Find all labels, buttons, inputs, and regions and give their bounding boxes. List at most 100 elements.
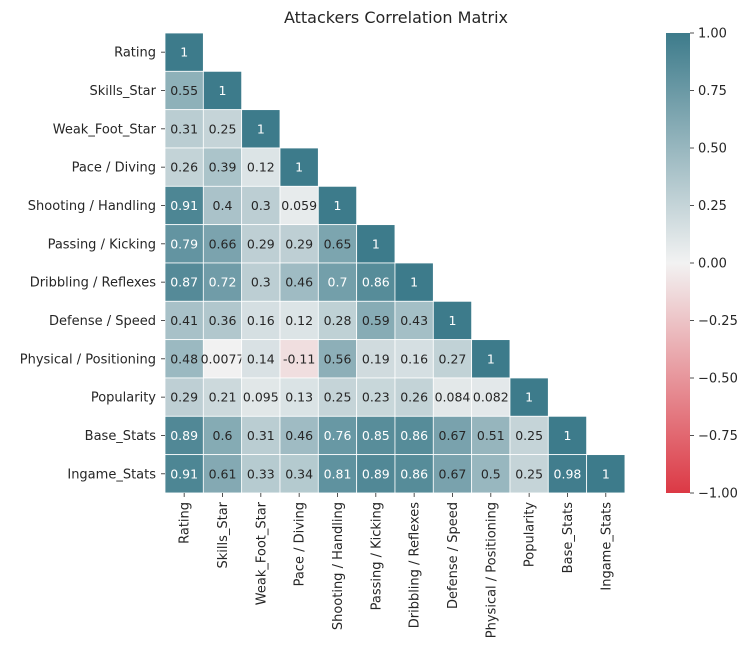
cell-value-label: 0.28	[324, 313, 352, 328]
heatmap-cell	[279, 415, 319, 456]
heatmap-cell	[202, 185, 243, 226]
colorbar-tick-label: 0.25	[698, 199, 727, 214]
heatmap-cell	[432, 454, 473, 494]
cell-value-label: 0.059	[281, 198, 317, 213]
cell-value-label: 1	[372, 236, 380, 251]
cell-value-label: 0.67	[439, 428, 467, 443]
cell-value-label: 0.66	[209, 236, 237, 251]
cell-value-label: -0.11	[283, 351, 315, 366]
cell-value-label: 0.12	[285, 313, 313, 328]
cell-value-label: 0.5	[481, 466, 501, 481]
cell-value-label: 0.26	[400, 390, 428, 405]
heatmap-cell	[394, 454, 434, 494]
column-label: Weak_Foot_Star	[254, 501, 269, 605]
cell-value-label: 0.3	[251, 198, 271, 213]
colorbar-tick-label: −1.00	[698, 487, 738, 502]
cell-value-label: 0.89	[170, 428, 198, 443]
heatmap-cells: 10.55 10.31 0.25 10.26 0.39 0.12 10.91 0.4 0.3 0.…	[164, 32, 626, 494]
cell-value-label: 1	[295, 160, 303, 175]
cell-value-label: 0.67	[439, 466, 467, 481]
row-label: Base_Stats	[85, 429, 157, 444]
cell-value-label: 1	[448, 313, 456, 328]
heatmap-cell	[471, 377, 511, 417]
heatmap-cell	[509, 454, 549, 494]
colorbar-tick-label: 0.50	[698, 142, 727, 157]
heatmap-cell	[279, 224, 319, 264]
heatmap-cell	[279, 185, 319, 226]
cell-value-label: 0.36	[209, 313, 237, 328]
heatmap-cell	[202, 147, 243, 187]
cell-value-label: 0.26	[170, 160, 198, 175]
cell-value-label: 0.87	[170, 275, 198, 290]
heatmap-cell	[356, 454, 396, 494]
heatmap-cell	[471, 454, 511, 494]
heatmap-cell	[241, 454, 281, 494]
cell-value-label: 0.98	[554, 466, 582, 481]
cell-value-label: 0.76	[324, 428, 352, 443]
cell-value-label: 0.29	[170, 390, 198, 405]
cell-value-label: 0.85	[362, 428, 390, 443]
cell-value-label: 0.25	[515, 466, 543, 481]
cell-value-label: 0.86	[400, 428, 428, 443]
cell-value-label: 0.29	[285, 236, 313, 251]
heatmap-cell	[164, 32, 204, 72]
column-label: Ingame_Stats	[599, 502, 614, 591]
cell-value-label: 0.46	[285, 275, 313, 290]
colorbar-tick-label: 1.00	[698, 27, 727, 42]
colorbar-ticks: 1.00 0.75 0.50 0.25 0.00 −0.25 −0.50 −0.75 −1.00	[690, 27, 738, 502]
colorbar-tick-label: −0.50	[698, 372, 738, 387]
colorbar-tick-label: 0.75	[698, 84, 727, 99]
column-label: Skills_Star	[216, 501, 231, 568]
column-label: Base_Stats	[561, 502, 576, 574]
cell-value-label: 0.81	[324, 466, 352, 481]
row-label: Dribbling / Reflexes	[30, 276, 157, 291]
cell-value-label: 0.4	[213, 198, 233, 213]
cell-value-label: 0.6	[213, 428, 233, 443]
cell-value-label: 0.33	[247, 466, 275, 481]
cell-value-label: 1	[257, 121, 265, 136]
row-labels: Rating Skills_Star Weak_Foot_Star Pace / Di…	[20, 46, 165, 482]
cell-value-label: 0.79	[170, 236, 198, 251]
cell-value-label: 1	[219, 83, 227, 98]
heatmap-cell	[356, 339, 396, 379]
heatmap-cell	[202, 70, 243, 111]
cell-value-label: 0.91	[170, 466, 198, 481]
row-label: Skills_Star	[89, 84, 156, 99]
cell-value-label: 0.21	[209, 390, 237, 405]
heatmap-cell	[241, 224, 281, 264]
row-label: Passing / Kicking	[48, 237, 156, 252]
column-label: Defense / Speed	[446, 502, 461, 609]
heatmap-cell	[164, 454, 204, 494]
row-label: Rating	[114, 46, 156, 61]
heatmap-cell	[586, 454, 626, 494]
cell-value-label: 0.12	[247, 160, 275, 175]
column-label: Rating	[178, 502, 193, 544]
heatmap-cell	[279, 377, 319, 417]
column-label: Dribbling / Reflexes	[408, 502, 423, 629]
cell-value-label: 0.51	[477, 428, 505, 443]
cell-value-label: 1	[180, 45, 188, 60]
cell-value-label: 0.89	[362, 466, 390, 481]
heatmap-cell	[394, 262, 434, 302]
cell-value-label: 0.25	[324, 390, 352, 405]
heatmap-cell	[241, 109, 281, 149]
row-label: Pace / Diving	[72, 161, 156, 176]
heatmap-cell	[164, 339, 204, 379]
heatmap-cell	[356, 415, 396, 456]
heatmap-cell	[356, 377, 396, 417]
heatmap-cell	[317, 377, 358, 417]
row-label: Defense / Speed	[49, 314, 156, 329]
colorbar-tick-label: −0.25	[698, 314, 738, 329]
cell-value-label: 0.72	[209, 275, 237, 290]
cell-value-label: 0.65	[324, 236, 352, 251]
heatmap-cell	[202, 377, 243, 417]
heatmap-cell	[509, 377, 549, 417]
column-label: Physical / Positioning	[484, 502, 499, 638]
column-label: Shooting / Handling	[331, 502, 346, 630]
cell-value-label: 0.29	[247, 236, 275, 251]
cell-value-label: 0.34	[285, 466, 313, 481]
heatmap-cell	[432, 300, 473, 341]
row-label: Shooting / Handling	[28, 199, 156, 214]
cell-value-label: 0.27	[439, 351, 467, 366]
heatmap-cell	[241, 339, 281, 379]
